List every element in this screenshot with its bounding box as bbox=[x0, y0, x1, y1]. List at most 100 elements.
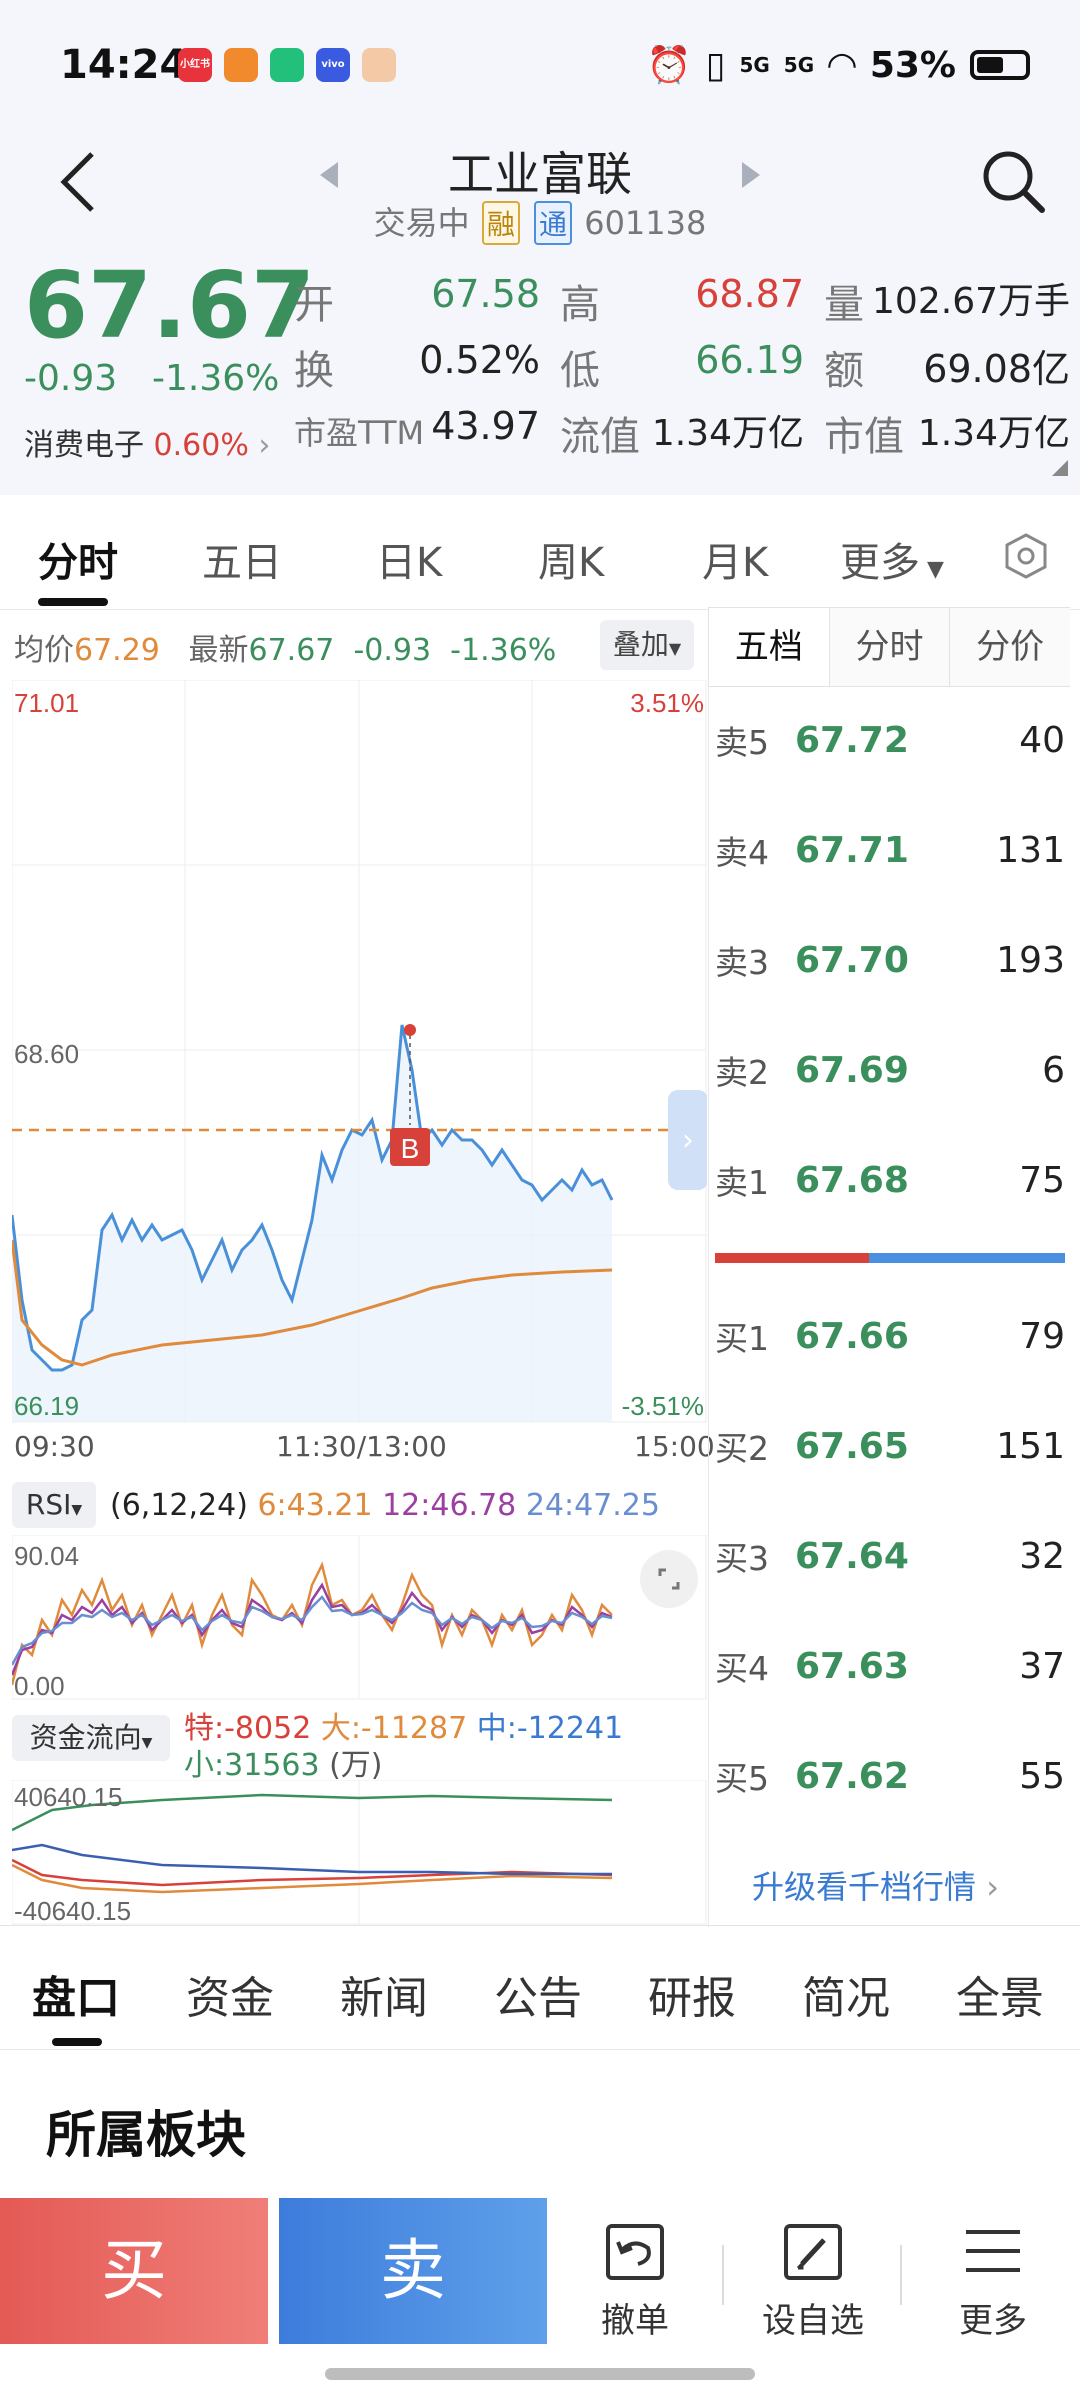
tab-price-dist[interactable]: 分价 bbox=[949, 608, 1071, 686]
float-cap-label: 流值 bbox=[560, 414, 640, 460]
turnover-value: 0.52% bbox=[419, 338, 540, 382]
side-expand-handle[interactable] bbox=[668, 1090, 707, 1190]
low-value: 66.19 bbox=[695, 338, 804, 382]
chart-info-line: 均价67.29 最新67.67 -0.93 -1.36% bbox=[14, 625, 556, 669]
bid-volume: 37 bbox=[1019, 1645, 1065, 1687]
bid-label: 买2 bbox=[715, 1429, 769, 1468]
bid-row-3: 买3 67.64 32 bbox=[715, 1526, 1065, 1586]
prev-stock-button[interactable] bbox=[318, 160, 340, 194]
stock-code: 601138 bbox=[584, 204, 707, 242]
expand-icon bbox=[658, 1568, 680, 1590]
xiaohongshu-app-icon: 小红书 bbox=[178, 48, 212, 82]
tab-intraday[interactable]: 分时 bbox=[38, 540, 118, 586]
mkt-cap-label: 市值 bbox=[824, 414, 904, 460]
divider bbox=[722, 2245, 724, 2305]
buy-button[interactable]: 买 bbox=[0, 2198, 268, 2344]
bid-row-4: 买4 67.63 37 bbox=[715, 1636, 1065, 1696]
edit-icon bbox=[784, 2224, 842, 2280]
ask-label: 卖2 bbox=[715, 1053, 769, 1092]
avg-value: 67.29 bbox=[74, 633, 160, 668]
ask-row-1: 卖1 67.68 75 bbox=[715, 1150, 1065, 1210]
ask-label: 卖5 bbox=[715, 723, 769, 762]
tab-panel[interactable]: 盘口 bbox=[32, 1973, 120, 2024]
ask-volume: 40 bbox=[1019, 719, 1065, 761]
ask-row-3: 卖3 67.70 193 bbox=[715, 930, 1065, 990]
latest-value: 67.67 bbox=[248, 633, 335, 668]
home-indicator[interactable] bbox=[325, 2368, 755, 2380]
tab-daily-k[interactable]: 日K bbox=[376, 540, 443, 586]
upgrade-level2-link[interactable]: 升级看千档行情 › bbox=[752, 1862, 999, 1908]
tab-ticks[interactable]: 分时 bbox=[828, 608, 950, 686]
expand-corner-icon[interactable] bbox=[1052, 460, 1068, 480]
margin-tag: 融 bbox=[481, 201, 520, 245]
cancel-order-button[interactable]: 撤单 bbox=[560, 2215, 710, 2342]
tab-more[interactable]: 更多 ▼ bbox=[840, 530, 944, 588]
add-watchlist-label: 设自选 bbox=[762, 2301, 864, 2341]
dropdown-caret-icon: ▼ bbox=[668, 639, 682, 658]
price-line bbox=[12, 1024, 614, 1372]
notification-app-icon-2 bbox=[270, 48, 304, 82]
medium-flow: 中:-12241 bbox=[476, 1711, 624, 1746]
dropdown-caret-icon: ▼ bbox=[141, 1735, 153, 1751]
mkt-cap-value: 1.34万亿 bbox=[917, 413, 1070, 454]
high-label: 高 bbox=[560, 282, 600, 328]
tab-weekly-k[interactable]: 周K bbox=[538, 540, 605, 586]
x-start-label: 09:30 bbox=[14, 1430, 95, 1463]
capital-flow-selector[interactable]: 资金流向▼ bbox=[12, 1715, 170, 1761]
tab-overview[interactable]: 全景 bbox=[956, 1973, 1044, 2024]
tab-announcements[interactable]: 公告 bbox=[494, 1973, 582, 2024]
y-bottom-label: 66.19 bbox=[14, 1391, 79, 1421]
sell-button[interactable]: 卖 bbox=[279, 2198, 547, 2344]
small-flow: 小:31563 bbox=[184, 1748, 320, 1783]
rsi-selector[interactable]: RSI▼ bbox=[12, 1482, 96, 1528]
current-price: 67.67 bbox=[24, 252, 316, 359]
tab-news[interactable]: 新闻 bbox=[340, 1973, 428, 2024]
chart-settings-button[interactable] bbox=[1002, 532, 1050, 584]
overlay-button[interactable]: 叠加▼ bbox=[600, 620, 694, 670]
ask-price: 67.72 bbox=[795, 719, 909, 761]
upgrade-link-label: 升级看千档行情 bbox=[752, 1868, 977, 1906]
intraday-chart[interactable]: B 71.01 68.60 66.19 3.51% -3.51% › bbox=[12, 680, 707, 1430]
ask-row-4: 卖4 67.71 131 bbox=[715, 820, 1065, 880]
chevron-right-icon: › bbox=[258, 428, 271, 463]
tab-capital[interactable]: 资金 bbox=[186, 1973, 274, 2024]
open-value: 67.58 bbox=[431, 272, 540, 316]
volume-label: 量 bbox=[824, 282, 864, 328]
undo-icon bbox=[606, 2224, 664, 2280]
tab-five-day[interactable]: 五日 bbox=[202, 540, 282, 586]
next-stock-button[interactable] bbox=[740, 160, 762, 194]
bid-row-2: 买2 67.65 151 bbox=[715, 1416, 1065, 1476]
bid-label: 买4 bbox=[715, 1649, 769, 1688]
sector-link[interactable]: 消费电子 0.60% › bbox=[24, 420, 270, 464]
info-change-pct: -1.36% bbox=[450, 633, 557, 668]
ask-volume: 75 bbox=[1019, 1159, 1065, 1201]
capital-flow-values: 特:-8052 大:-11287 中:-12241 bbox=[184, 1703, 623, 1747]
wifi-icon: ◠ bbox=[828, 44, 856, 86]
rsi-chart: 90.04 0.00 bbox=[12, 1535, 707, 1700]
high-value: 68.87 bbox=[695, 272, 804, 316]
tab-monthly-k[interactable]: 月K bbox=[702, 540, 769, 586]
back-button[interactable] bbox=[58, 150, 98, 218]
info-tabs bbox=[0, 1925, 1080, 2050]
tab-research[interactable]: 研报 bbox=[648, 1973, 736, 2024]
small-flow-line bbox=[12, 1793, 613, 1832]
buy-marker-label: B bbox=[401, 1133, 420, 1164]
more-button[interactable]: 更多 bbox=[918, 2215, 1068, 2342]
add-watchlist-button[interactable]: 设自选 bbox=[738, 2215, 888, 2342]
buy-marker[interactable] bbox=[390, 1128, 430, 1166]
pe-label: 市盈TTM bbox=[294, 414, 425, 452]
tab-profile[interactable]: 简况 bbox=[802, 1973, 890, 2024]
high-point-marker bbox=[404, 1024, 416, 1036]
tab-five-levels[interactable]: 五档 bbox=[708, 608, 829, 686]
flow-y-top: 40640.15 bbox=[14, 1782, 122, 1812]
fullscreen-button[interactable] bbox=[640, 1550, 698, 1608]
price-change: -0.93 bbox=[24, 358, 118, 399]
bid-label: 买3 bbox=[715, 1539, 769, 1578]
ask-label: 卖3 bbox=[715, 943, 769, 982]
connect-tag: 通 bbox=[534, 201, 573, 245]
ask-price: 67.71 bbox=[795, 829, 909, 871]
rsi12-value: 12:46.78 bbox=[382, 1488, 517, 1523]
pct-top-label: 3.51% bbox=[630, 688, 704, 718]
search-button[interactable] bbox=[980, 148, 1046, 218]
rsi-label: RSI bbox=[25, 1488, 72, 1521]
